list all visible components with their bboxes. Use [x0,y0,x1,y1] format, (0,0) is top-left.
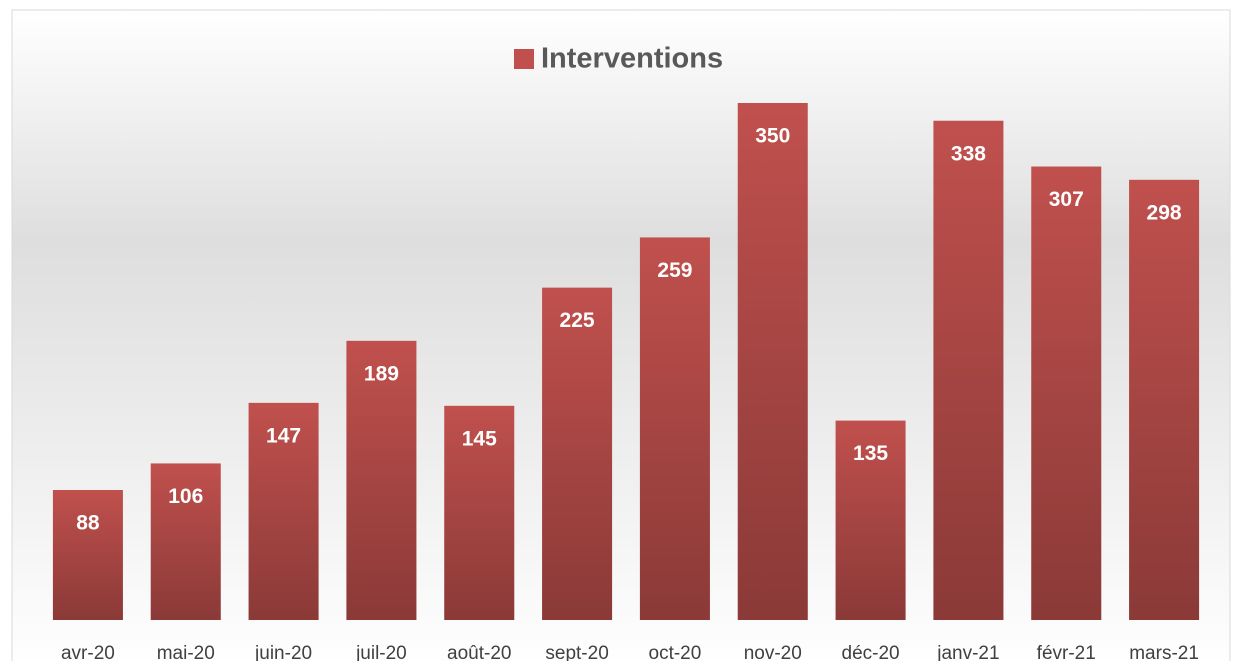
x-tick-label: janv-21 [936,643,999,661]
bar-shade [248,402,319,620]
bar-shade [150,463,221,620]
x-tick-label: nov-20 [744,643,802,661]
bar-shade [542,287,613,620]
bar-shade [933,120,1004,621]
bar-shade [444,405,515,620]
data-label: 298 [1147,201,1182,224]
bar-shade [639,237,710,621]
legend-label: Interventions [541,43,723,75]
data-label: 135 [853,442,888,465]
data-label: 145 [462,427,497,450]
x-tick-label: juil-20 [355,643,407,661]
bar-shade [737,103,808,620]
x-tick-label: avr-20 [61,643,115,661]
data-label: 307 [1049,188,1084,211]
data-label: 189 [364,362,399,385]
legend-swatch [514,49,534,69]
bar-shade [346,340,417,620]
x-tick-label: mars-21 [1129,643,1199,661]
x-tick-label: sept-20 [545,643,608,661]
data-label: 106 [168,485,203,508]
data-label: 88 [76,512,100,535]
data-label: 259 [657,259,692,282]
bar-shade [1031,166,1102,620]
x-tick-label: févr-21 [1037,643,1096,661]
data-label: 338 [951,142,986,165]
x-tick-label: juin-20 [254,643,312,661]
data-label: 225 [560,309,595,332]
x-tick-label: août-20 [447,643,511,661]
bar-shade [52,490,123,620]
x-tick-label: oct-20 [649,643,702,661]
bar-shade [835,420,906,620]
x-tick-label: mai-20 [157,643,215,661]
bar-shade [1129,179,1200,620]
data-label: 350 [755,125,790,148]
x-tick-label: déc-20 [842,643,900,661]
data-label: 147 [266,424,301,447]
